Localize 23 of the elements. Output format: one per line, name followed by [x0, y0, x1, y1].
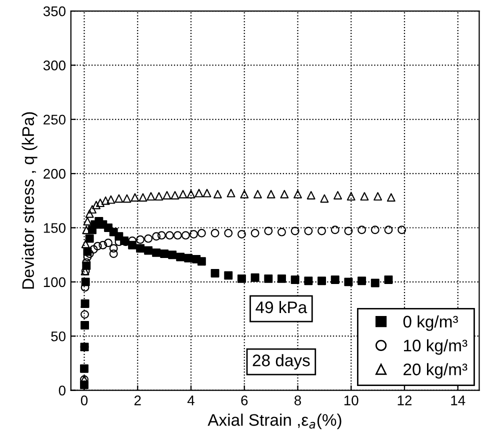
y-tick-label: 300 [43, 60, 66, 70]
x-tick-label: 0 [80, 396, 88, 406]
y-axis-title: Deviator stress , q (kPa) [22, 112, 38, 289]
x-tick-label: 14 [451, 396, 466, 406]
legend-label: 10 kg/m³ [404, 339, 468, 355]
x-tick-label: 6 [241, 396, 248, 406]
y-tick-label: 0 [58, 386, 66, 396]
y-tick-label: 100 [44, 277, 66, 288]
x-tick-label: 4 [187, 396, 194, 406]
legend-label: 0 kg/m³ [403, 315, 458, 331]
x-tick-label: 10 [344, 396, 358, 406]
x-tick-label: 2 [134, 396, 141, 406]
x-tick-label: 12 [398, 396, 412, 406]
x-axis-title: Axial Strain ,ε$_{a}$(%) [208, 414, 342, 430]
y-tick-label: 50 [51, 331, 66, 342]
y-tick-label: 350 [43, 6, 66, 16]
annotation: 28 days [252, 354, 310, 370]
y-tick-label: 150 [44, 223, 66, 233]
annotation: 49 kPa [256, 300, 308, 314]
y-tick-label: 200 [44, 168, 66, 179]
x-tick-label: 8 [294, 396, 302, 406]
y-tick-label: 250 [44, 114, 66, 125]
legend-label: 20 kg/m³ [404, 363, 468, 379]
